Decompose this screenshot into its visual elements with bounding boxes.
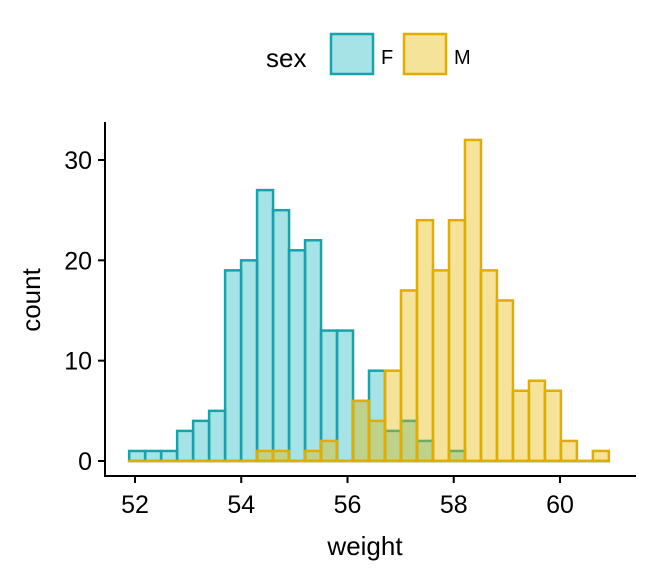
bar-f-0 — [129, 451, 145, 461]
bar-f-10 — [289, 250, 305, 461]
bar-m-29 — [593, 451, 609, 461]
y-axis-label: count — [16, 267, 46, 331]
legend-key-f — [331, 34, 373, 74]
bar-m-27 — [561, 441, 577, 461]
bar-f-5 — [209, 411, 225, 461]
bar-m-22 — [481, 270, 497, 461]
bar-f-9 — [273, 210, 289, 461]
bar-m-12 — [321, 441, 337, 461]
legend-label-m: M — [454, 47, 471, 69]
x-axis-label: weight — [326, 531, 403, 561]
bar-f-3 — [177, 431, 193, 461]
bar-m-26 — [545, 391, 561, 461]
x-ticks: 52 54 56 58 60 — [121, 476, 574, 519]
bar-m-8 — [257, 451, 273, 461]
bar-f-7 — [241, 260, 257, 461]
bar-m-17 — [401, 290, 417, 461]
bar-m-19 — [433, 270, 449, 461]
x-tick-label: 54 — [227, 491, 255, 519]
legend: sex F M — [266, 34, 471, 74]
bar-m-24 — [513, 391, 529, 461]
y-tick-label: 20 — [64, 247, 92, 275]
bar-m-15 — [369, 421, 385, 461]
y-ticks: 0 10 20 30 — [64, 147, 105, 476]
bar-f-6 — [225, 270, 241, 461]
y-tick-label: 10 — [64, 348, 92, 376]
bar-m-18 — [417, 220, 433, 461]
bars-layer — [129, 140, 609, 461]
bar-m-9 — [273, 451, 289, 461]
bar-f-8 — [257, 190, 273, 461]
y-tick-label: 30 — [64, 147, 92, 175]
bar-f-13 — [337, 331, 353, 461]
legend-label-f: F — [381, 47, 393, 69]
bar-m-20 — [449, 220, 465, 461]
x-tick-label: 58 — [440, 491, 468, 519]
y-tick-label: 0 — [78, 448, 92, 476]
bar-m-25 — [529, 381, 545, 461]
bar-f-11 — [305, 240, 321, 461]
bar-m-16 — [385, 371, 401, 461]
bar-m-11 — [305, 451, 321, 461]
legend-title: sex — [266, 43, 306, 73]
bar-f-4 — [193, 421, 209, 461]
bar-m-14 — [353, 401, 369, 461]
bar-m-23 — [497, 300, 513, 461]
x-tick-label: 52 — [121, 491, 149, 519]
bar-m-21 — [465, 140, 481, 461]
bar-f-2 — [161, 451, 177, 461]
bar-f-1 — [145, 451, 161, 461]
x-tick-label: 56 — [334, 491, 362, 519]
x-tick-label: 60 — [546, 491, 574, 519]
legend-key-m — [404, 34, 446, 74]
